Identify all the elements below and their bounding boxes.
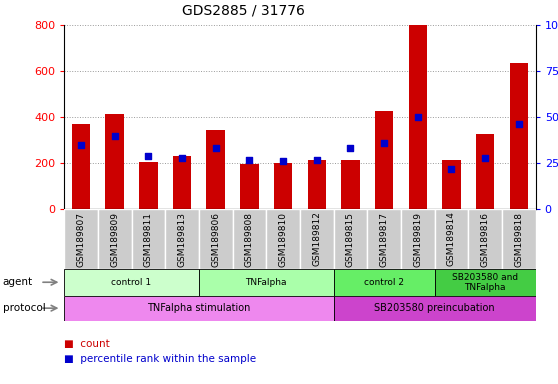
Bar (266, 209, 300, 269)
Bar (165, 209, 199, 269)
Text: GSM189806: GSM189806 (211, 212, 220, 266)
Point (211, 146, 220, 152)
Bar (98, 209, 132, 269)
Text: GSM189818: GSM189818 (514, 212, 523, 266)
Point (514, 121, 523, 127)
Point (413, 114, 422, 120)
Bar (105, 114, 124, 209)
Point (144, 153, 153, 159)
Text: TNFalpha: TNFalpha (246, 278, 287, 287)
Bar (435, 269, 536, 296)
Bar (334, 269, 435, 296)
Bar (468, 209, 502, 269)
Text: ■  percentile rank within the sample: ■ percentile rank within the sample (64, 354, 256, 364)
Bar (72, 124, 90, 209)
Bar (206, 130, 225, 209)
Text: protocol: protocol (3, 303, 46, 313)
Bar (367, 209, 401, 269)
Point (110, 132, 119, 139)
Bar (476, 134, 494, 209)
Text: TNFalpha stimulation: TNFalpha stimulation (147, 303, 251, 313)
Bar (199, 209, 233, 269)
Text: agent: agent (3, 277, 33, 287)
Bar (334, 296, 536, 321)
Bar (233, 209, 266, 269)
Point (480, 155, 489, 161)
Text: GSM189811: GSM189811 (144, 212, 153, 266)
Bar (307, 160, 326, 209)
Text: GSM189819: GSM189819 (413, 212, 422, 266)
Bar (435, 209, 468, 269)
Point (245, 156, 254, 162)
Bar (139, 162, 157, 209)
Bar (375, 111, 393, 209)
Text: GSM189813: GSM189813 (177, 212, 186, 266)
Bar (132, 209, 165, 269)
Bar (64, 269, 199, 296)
Text: control 1: control 1 (112, 278, 152, 287)
Text: GSM189814: GSM189814 (447, 212, 456, 266)
Point (447, 166, 456, 172)
Point (177, 155, 186, 161)
Bar (64, 296, 334, 321)
Bar (64, 209, 98, 269)
Point (346, 146, 355, 152)
Bar (442, 160, 461, 209)
Text: GSM189816: GSM189816 (480, 212, 490, 266)
Text: GSM189810: GSM189810 (278, 212, 287, 266)
Text: GDS2885 / 31776: GDS2885 / 31776 (182, 3, 305, 17)
Point (379, 140, 388, 146)
Point (312, 156, 321, 162)
Bar (502, 209, 536, 269)
Bar (300, 209, 334, 269)
Text: ■  count: ■ count (64, 339, 110, 349)
Bar (408, 25, 427, 209)
Bar (173, 156, 191, 209)
Bar (274, 163, 292, 209)
Bar (334, 209, 367, 269)
Text: GSM189807: GSM189807 (76, 212, 85, 266)
Bar (240, 164, 259, 209)
Text: SB203580 and
TNFalpha: SB203580 and TNFalpha (452, 273, 518, 292)
Text: GSM189808: GSM189808 (245, 212, 254, 266)
Bar (509, 63, 528, 209)
Point (76, 142, 85, 148)
Text: control 2: control 2 (364, 278, 404, 287)
Bar (341, 160, 360, 209)
Text: GSM189809: GSM189809 (110, 212, 119, 266)
Text: GSM189812: GSM189812 (312, 212, 321, 266)
Text: SB203580 preincubation: SB203580 preincubation (374, 303, 495, 313)
Text: GSM189815: GSM189815 (346, 212, 355, 266)
Bar (401, 209, 435, 269)
Point (278, 158, 287, 164)
Bar (199, 269, 334, 296)
Text: GSM189817: GSM189817 (379, 212, 388, 266)
